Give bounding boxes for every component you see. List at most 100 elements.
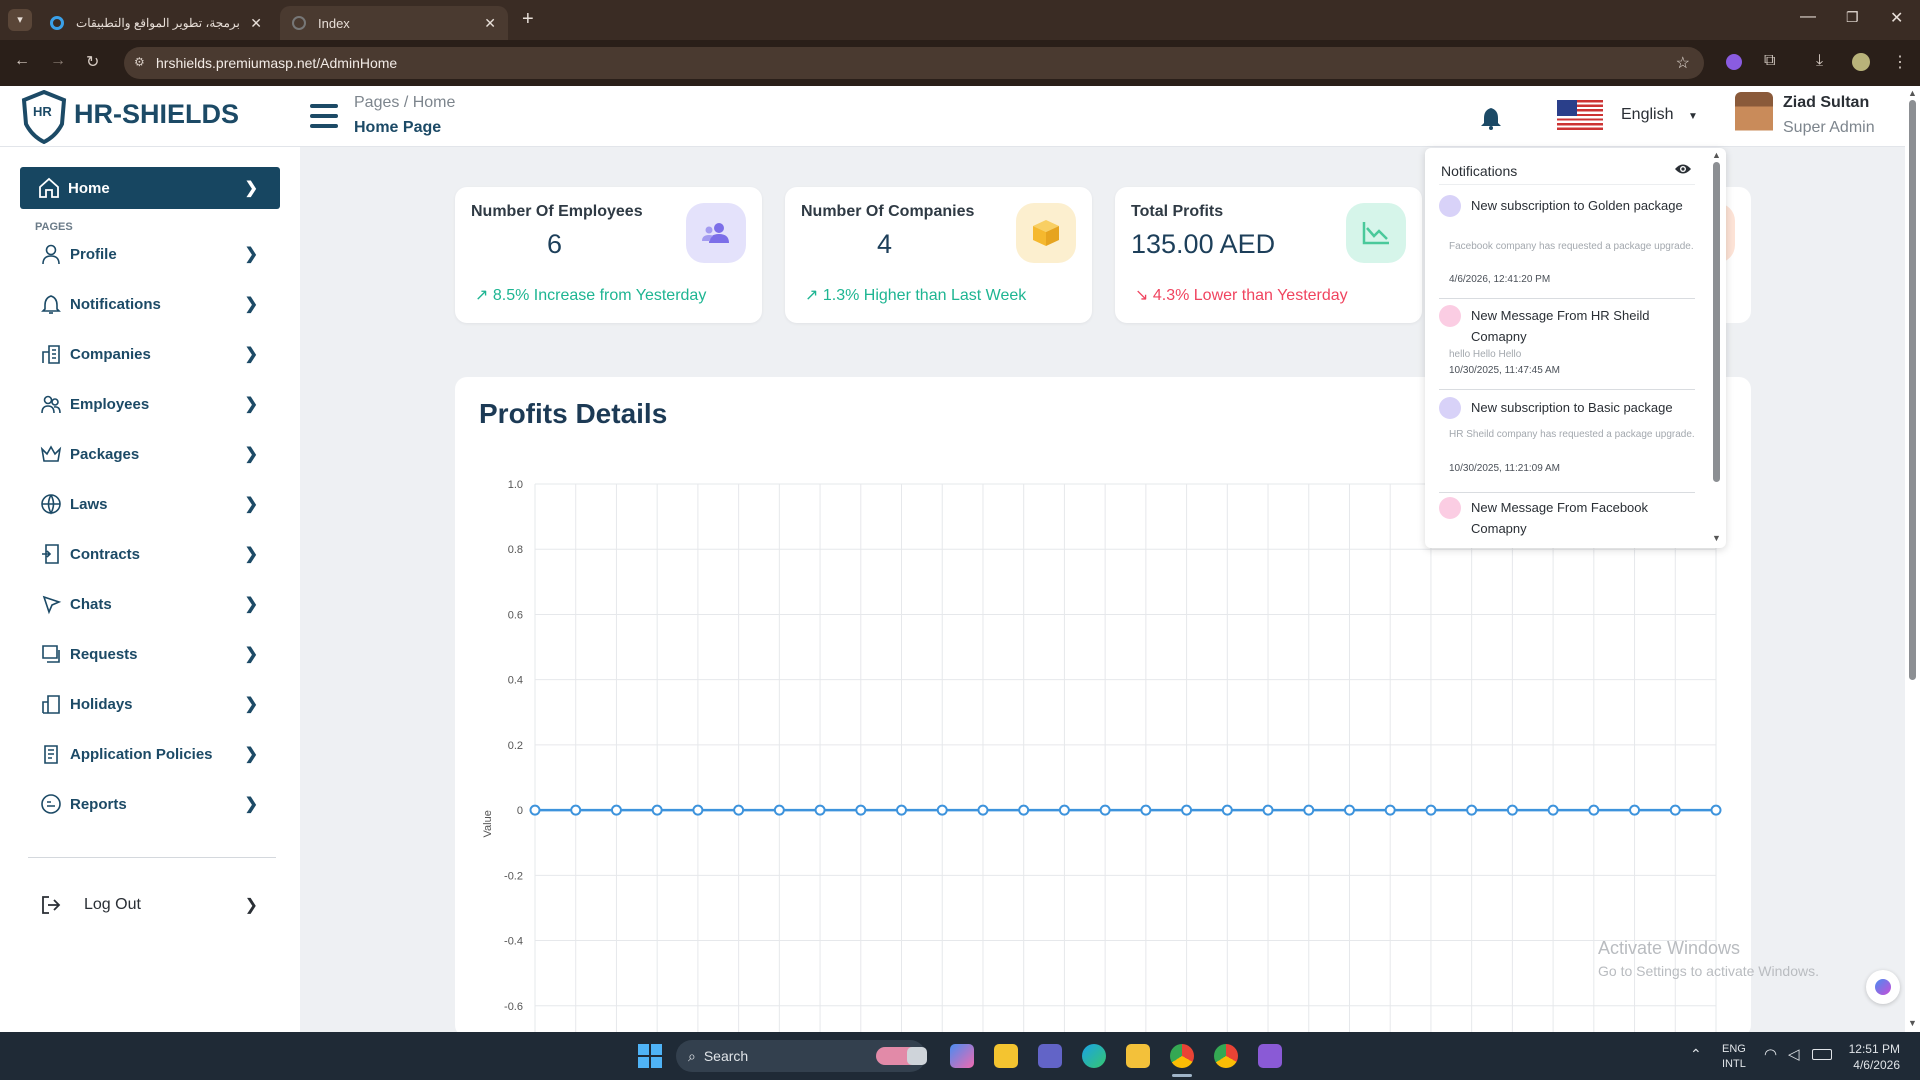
sidebar-item-label: Home [68,179,110,197]
notification-item[interactable]: New Message From Facebook Comapny [1439,497,1699,548]
sidebar-item-application-policies[interactable]: Application Policies ❯ [20,733,280,775]
brand-logo[interactable]: HR [20,89,68,145]
close-tab-icon[interactable]: ✕ [250,15,262,31]
scroll-down-icon[interactable]: ▼ [1712,533,1721,543]
notification-item[interactable]: New subscription to Basic package HR She… [1439,397,1699,487]
notification-time: 10/30/2025, 11:47:45 AM [1449,365,1561,376]
sidebar-item-profile[interactable]: Profile ❯ [20,233,280,275]
card-change: ↘ 4.3% Lower than Yesterday [1135,285,1348,305]
chrome-icon[interactable] [1170,1044,1194,1068]
panel-title: Profits Details [479,398,668,429]
copilot-floating-icon[interactable] [1866,970,1900,1004]
extension-icon[interactable] [1726,54,1742,70]
sidebar-item-label: Requests [70,645,138,663]
sidebar-item-requests[interactable]: Requests ❯ [20,633,280,675]
chevron-right-icon: ❯ [244,746,258,763]
sidebar-item-companies[interactable]: Companies ❯ [20,333,280,375]
sidebar-item-label: Employees [70,395,150,413]
eye-icon[interactable] [1674,162,1692,181]
battery-icon[interactable] [1812,1049,1832,1060]
data-point [692,804,704,816]
language-selector[interactable]: English ▼ [1621,106,1698,124]
volume-icon[interactable]: ◁ [1788,1046,1800,1063]
extensions-puzzle-icon[interactable]: ⧉ [1764,52,1776,69]
clock[interactable]: 12:51 PM 4/6/2026 [1846,1041,1900,1073]
sidebar-item-home[interactable]: Home ❯ [20,167,280,209]
taskbar-search[interactable]: ⌕ Search [676,1040,926,1072]
user-avatar[interactable] [1735,92,1773,140]
notification-item[interactable]: New Message From HR Sheild Comapny hello… [1439,305,1699,395]
taskbar: ⌕ Search ENG INTL ⌃ ◠ ◁ 12:51 PM 4/6/202… [0,1032,1920,1080]
site-info-icon[interactable]: ⚙ [134,55,145,69]
sidebar-item-label: Holidays [70,695,133,713]
browser-tab-2[interactable]: Index ✕ [280,6,508,40]
edge-icon[interactable] [1082,1044,1106,1068]
file-explorer-icon[interactable] [1126,1044,1150,1068]
start-button[interactable] [638,1044,662,1068]
scroll-up-icon[interactable]: ▲ [1908,88,1917,98]
chevron-right-icon: ❯ [244,546,258,563]
close-window-button[interactable]: ✕ [1890,10,1904,27]
hamburger-menu-icon[interactable] [310,104,338,128]
trend-up-icon: ↗ [475,287,493,304]
notification-item[interactable]: New subscription to Golden package Faceb… [1439,195,1699,295]
us-flag-icon[interactable] [1557,100,1603,130]
scrollbar-track[interactable]: ▲ ▼ [1711,148,1723,548]
store-icon[interactable] [994,1044,1018,1068]
language-indicator[interactable]: ENG INTL [1722,1042,1746,1072]
sidebar-item-reports[interactable]: Reports ❯ [20,783,280,825]
sidebar-item-employees[interactable]: Employees ❯ [20,383,280,425]
bookmark-star-icon[interactable]: ☆ [1675,55,1690,72]
show-hidden-icons-icon[interactable]: ⌃ [1690,1046,1702,1062]
scrollbar-thumb[interactable] [1909,100,1916,680]
notification-time: 4/6/2026, 12:41:20 PM [1449,274,1551,285]
sidebar-item-packages[interactable]: Packages ❯ [20,433,280,475]
sidebar-item-contracts[interactable]: Contracts ❯ [20,533,280,575]
teams-icon[interactable] [1038,1044,1062,1068]
data-point [1018,804,1030,816]
data-point [1384,804,1396,816]
notifications-dropdown[interactable]: Notifications New subscription to Golden… [1425,148,1726,548]
visual-studio-icon[interactable] [1258,1044,1282,1068]
browser-tab-1[interactable]: برمجة، تطوير المواقع والتطبيقات ✕ [38,6,274,40]
scroll-down-icon[interactable]: ▼ [1908,1018,1917,1028]
copilot-icon[interactable] [950,1044,974,1068]
close-tab-icon[interactable]: ✕ [484,15,496,31]
page-scrollbar[interactable]: ▲ ▼ [1905,86,1920,1032]
tab-favicon-icon [50,16,64,30]
scroll-up-icon[interactable]: ▲ [1712,150,1721,160]
chrome-profile-icon[interactable] [1214,1044,1238,1068]
tab-list-button[interactable]: ▾ [8,9,32,31]
wifi-icon[interactable]: ◠ [1764,1046,1778,1063]
notification-time: 10/30/2025, 11:21:09 AM [1449,463,1561,474]
card-value: 135.00 AED [1131,229,1276,259]
sidebar-item-chats[interactable]: Chats ❯ [20,583,280,625]
sidebar-item-notifications[interactable]: Notifications ❯ [20,283,280,325]
logout-button[interactable]: Log Out ❯ [20,884,280,926]
reload-icon[interactable]: ↻ [86,54,100,71]
new-tab-button[interactable]: + [522,8,534,30]
scrollbar-thumb[interactable] [1713,162,1720,482]
sidebar-item-holidays[interactable]: Holidays ❯ [20,683,280,725]
address-bar[interactable]: ⚙ hrshields.premiumasp.net/AdminHome ☆ [124,47,1704,79]
restore-button[interactable]: ❐ [1846,9,1859,25]
download-icon[interactable]: ⤓ [1816,52,1824,69]
back-icon[interactable]: ← [14,52,30,69]
sidebar-item-laws[interactable]: Laws ❯ [20,483,280,525]
forward-icon[interactable]: → [50,52,66,69]
notification-bell-icon[interactable] [1480,106,1502,135]
request-icon [38,641,64,667]
y-tick-label: -0.2 [504,870,523,882]
profits-line-chart: 1.00.80.60.40.20-0.2-0.4-0.6-0.8Value [482,479,1722,1037]
profile-avatar-icon[interactable] [1852,53,1870,71]
chat-icon [38,591,64,617]
minimize-button[interactable]: — [1800,8,1816,25]
task-view-icon[interactable] [907,1047,927,1065]
y-tick-label: -0.6 [504,1001,523,1013]
browser-menu-icon[interactable]: ⋮ [1892,54,1908,71]
data-point [651,804,663,816]
data-point [1588,804,1600,816]
notification-desc: Facebook company has requested a package… [1449,241,1694,252]
brand-name: HR-SHIELDS [74,99,240,129]
data-point [733,804,745,816]
